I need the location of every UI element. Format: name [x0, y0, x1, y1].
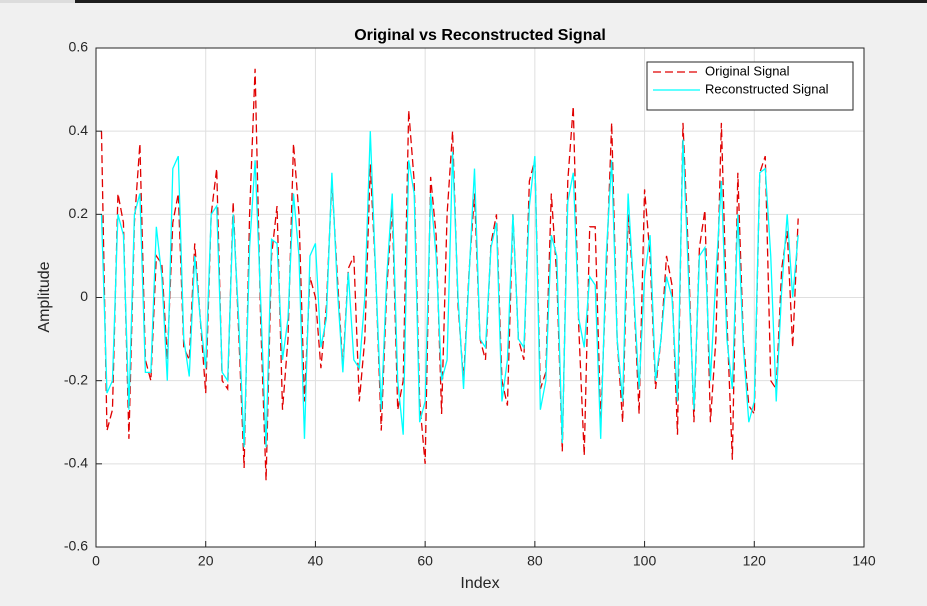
- series-line: [100, 131, 799, 448]
- legend-label: Original Signal: [705, 63, 790, 78]
- x-axis-label: Index: [460, 575, 499, 592]
- x-tick-label: 0: [92, 553, 100, 569]
- series-line: [100, 68, 799, 481]
- x-tick-label: 120: [743, 553, 767, 569]
- y-tick-label: -0.2: [64, 371, 88, 387]
- top-bar: [0, 0, 927, 3]
- x-tick-label: 60: [417, 553, 433, 569]
- y-tick-label: 0.2: [69, 205, 89, 221]
- y-axis-label: Amplitude: [36, 261, 53, 332]
- y-tick-label: 0: [80, 288, 88, 304]
- legend-box: [646, 61, 854, 111]
- x-tick-label: 20: [198, 553, 214, 569]
- x-tick-label: 40: [308, 553, 324, 569]
- x-tick-label: 140: [852, 553, 876, 569]
- top-bar-tab: [0, 0, 75, 3]
- chart-title: Original vs Reconstructed Signal: [354, 27, 606, 44]
- y-tick-label: 0.6: [69, 39, 89, 55]
- x-tick-label: 100: [633, 553, 657, 569]
- lines: [100, 68, 799, 481]
- y-tick-label: -0.4: [64, 455, 88, 471]
- legend: Original Signal Reconstructed Signal: [646, 61, 854, 111]
- y-tick-label: -0.6: [64, 538, 88, 554]
- x-tick-label: 80: [527, 553, 543, 569]
- legend-label: Reconstructed Signal: [705, 81, 829, 96]
- y-tick-label: 0.4: [69, 122, 89, 138]
